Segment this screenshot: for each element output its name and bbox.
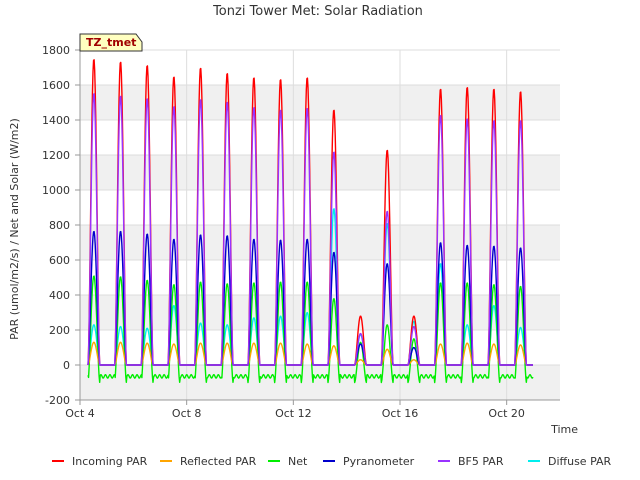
y-tick-label: 1400 <box>42 114 70 127</box>
y-axis-label: PAR (umol/m2/s) / Net and Solar (W/m2) <box>8 118 21 340</box>
chart-title: Tonzi Tower Met: Solar Radiation <box>212 4 423 19</box>
background-band <box>80 330 560 365</box>
background-band <box>80 50 560 85</box>
x-tick-labels: Oct 4 Oct 8 Oct 12 Oct 16 Oct 20 <box>65 400 525 420</box>
legend-label: Diffuse PAR <box>548 455 612 468</box>
y-tick-label: 1000 <box>42 184 70 197</box>
legend-label: Incoming PAR <box>72 455 148 468</box>
background-band <box>80 260 560 295</box>
plot-background-bands <box>80 50 560 400</box>
legend-label: Net <box>288 455 308 468</box>
x-tick-label: Oct 20 <box>488 407 525 420</box>
y-tick-label: 600 <box>49 254 70 267</box>
y-tick-labels: -200 0 200 400 600 800 1000 1200 1400 1600 1800 <box>42 44 80 407</box>
station-badge-label: TZ_tmet <box>86 36 136 49</box>
x-tick-label: Oct 16 <box>382 407 419 420</box>
y-tick-label: 1800 <box>42 44 70 57</box>
series-line <box>87 275 534 384</box>
y-tick-label: 400 <box>49 289 70 302</box>
x-tick-label: Oct 12 <box>275 407 312 420</box>
legend-label: BF5 PAR <box>458 455 504 468</box>
background-band <box>80 120 560 155</box>
background-band <box>80 85 560 120</box>
background-band <box>80 365 560 400</box>
background-band <box>80 155 560 190</box>
y-tick-label: 800 <box>49 219 70 232</box>
station-badge: TZ_tmet <box>79 33 143 52</box>
legend: Incoming PAR Reflected PAR Net Pyranometer B… <box>52 455 612 468</box>
background-band <box>80 190 560 225</box>
x-tick-label: Oct 4 <box>65 407 95 420</box>
y-tick-label: 0 <box>63 359 70 372</box>
x-axis-label: Time <box>550 423 578 436</box>
y-tick-label: 1600 <box>42 79 70 92</box>
y-tick-label: 1200 <box>42 149 70 162</box>
legend-label: Pyranometer <box>343 455 415 468</box>
series-lines <box>87 59 534 384</box>
background-band <box>80 225 560 260</box>
x-tick-label: Oct 8 <box>172 407 202 420</box>
y-tick-label: -200 <box>45 394 70 407</box>
series-line <box>87 93 534 366</box>
y-tick-label: 200 <box>49 324 70 337</box>
background-band <box>80 295 560 330</box>
legend-label: Reflected PAR <box>180 455 257 468</box>
